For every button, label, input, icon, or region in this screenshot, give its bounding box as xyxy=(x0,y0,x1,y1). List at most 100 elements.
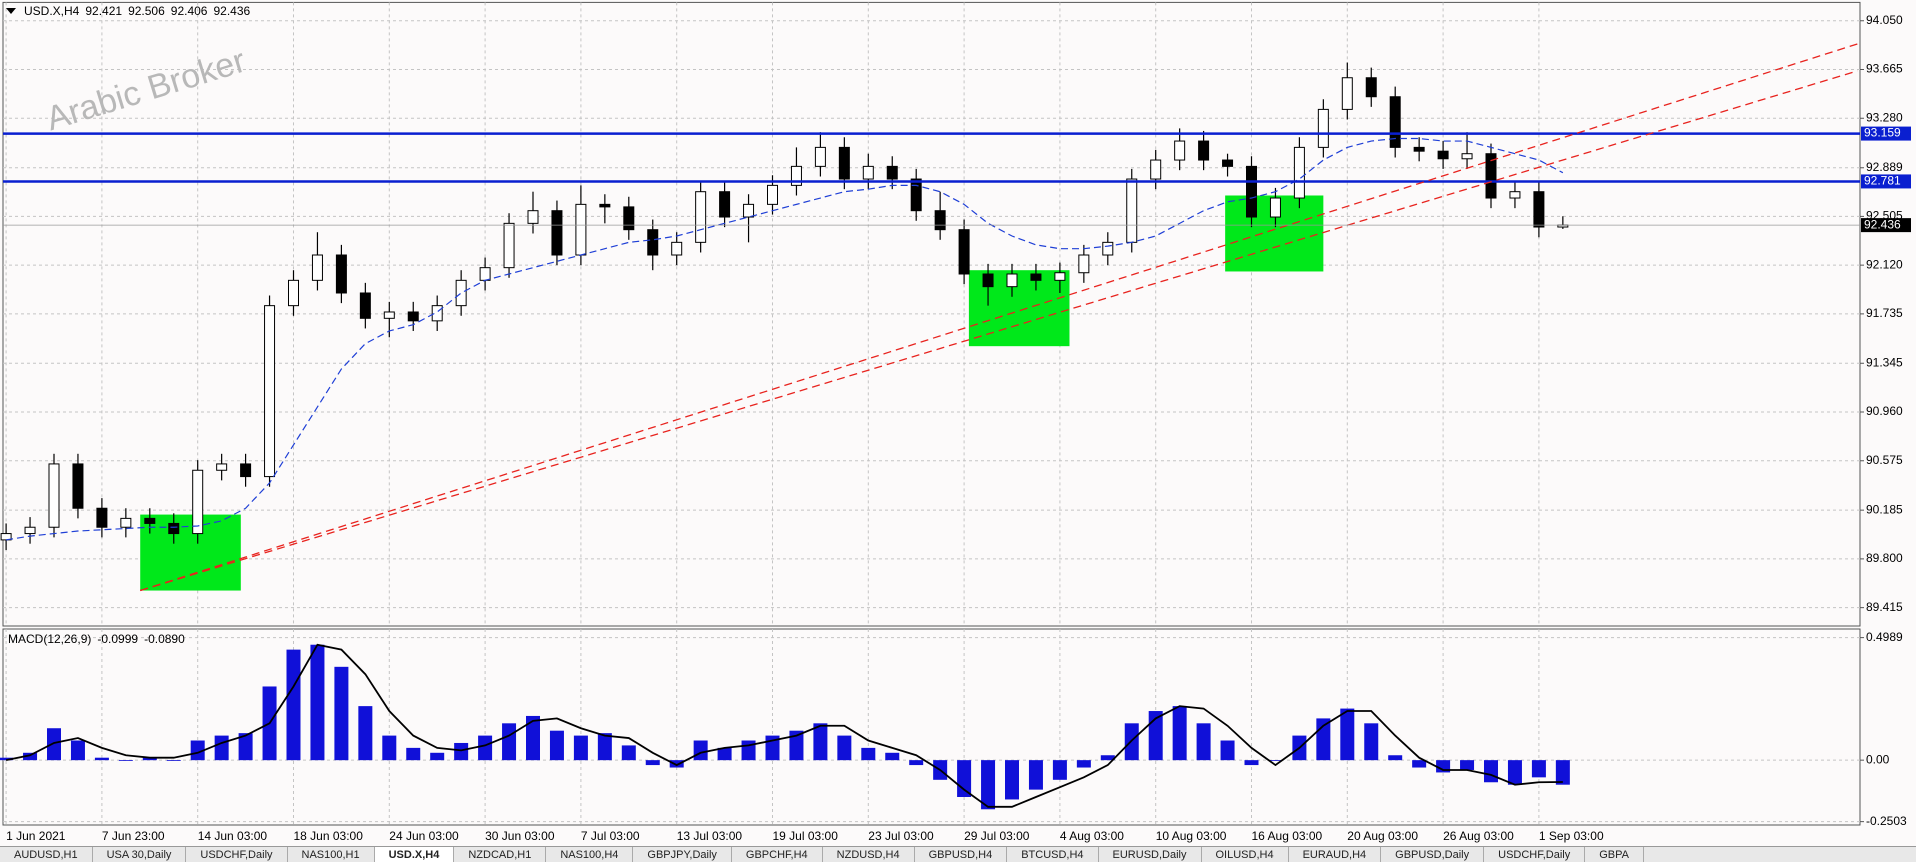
candle-body xyxy=(479,267,491,281)
candle-body xyxy=(982,273,994,288)
candle-body xyxy=(934,210,946,231)
candle-body xyxy=(1413,146,1425,152)
level-label: 93.159 xyxy=(1864,126,1901,140)
candle-body xyxy=(575,203,587,256)
tab[interactable]: GBPCHF,H4 xyxy=(732,847,823,862)
macd-bar xyxy=(861,747,876,761)
candle-body xyxy=(1222,159,1234,167)
x-tick-label: 14 Jun 03:00 xyxy=(198,829,268,843)
tab[interactable]: USDCHF,Daily xyxy=(1484,847,1586,862)
macd-bar xyxy=(669,760,684,768)
candle-body xyxy=(503,222,515,269)
y-tick-label: 0.4989 xyxy=(1866,630,1903,644)
macd-bar xyxy=(70,740,85,761)
tab[interactable]: EURUSD,Daily xyxy=(1099,847,1202,862)
macd-bar xyxy=(1196,723,1211,761)
macd-bar xyxy=(837,735,852,761)
tab[interactable]: BTCUSD,H4 xyxy=(1007,847,1099,862)
y-tick-label: 93.665 xyxy=(1866,62,1903,76)
macd-bar xyxy=(1220,740,1235,761)
macd-bar xyxy=(885,752,900,761)
price-header: USD.X,H4 92.421 92.506 92.406 92.436 xyxy=(6,4,250,18)
macd-bar xyxy=(1100,755,1115,761)
tab[interactable]: NZDUSD,H4 xyxy=(823,847,915,862)
candle-body xyxy=(958,229,970,275)
price-label-box xyxy=(1861,218,1911,233)
x-tick-label: 30 Jun 03:00 xyxy=(485,829,555,843)
macd-bar xyxy=(1268,760,1283,761)
candle-body xyxy=(1174,140,1186,161)
macd-bar xyxy=(645,760,660,766)
tab[interactable]: USD.X,H4 xyxy=(374,847,455,862)
macd-bar xyxy=(23,752,38,761)
candle-body xyxy=(192,469,204,535)
y-tick-label: 90.960 xyxy=(1866,404,1903,418)
signal-value: -0.0890 xyxy=(144,632,185,646)
tab[interactable]: NAS100,H1 xyxy=(288,847,375,862)
macd-bar xyxy=(1148,711,1163,761)
macd-title: MACD(12,26,9) xyxy=(8,632,92,646)
macd-bar xyxy=(1364,723,1379,761)
menu-arrow[interactable] xyxy=(6,8,16,14)
x-tick-label: 16 Aug 03:00 xyxy=(1252,829,1323,843)
candle-body xyxy=(719,191,731,218)
macd-bar xyxy=(1484,760,1498,783)
tab[interactable]: GBPA xyxy=(1585,847,1645,862)
tab[interactable]: USA 30,Daily xyxy=(93,847,187,862)
candle-body xyxy=(1461,153,1473,160)
zone xyxy=(140,514,241,591)
macd-bar xyxy=(502,723,517,761)
macd-bar xyxy=(1316,718,1331,761)
candle-body xyxy=(1533,191,1545,228)
candle-body xyxy=(551,210,563,256)
x-tick-label: 29 Jul 03:00 xyxy=(964,829,1030,843)
y-tick-label: -0.2503 xyxy=(1866,814,1907,828)
candle-body xyxy=(168,522,180,535)
tab[interactable]: GBPUSD,H4 xyxy=(915,847,1008,862)
candle-body xyxy=(1078,254,1090,274)
x-tick-label: 13 Jul 03:00 xyxy=(677,829,743,843)
y-tick-label: 90.575 xyxy=(1866,453,1903,467)
tab[interactable]: GBPUSD,Daily xyxy=(1381,847,1485,862)
tab[interactable]: USDCHF,Daily xyxy=(186,847,288,862)
candle-body xyxy=(623,206,635,231)
candle-body xyxy=(1509,191,1521,199)
candle-body xyxy=(886,165,898,180)
candle-body xyxy=(455,279,467,307)
last-low: 92.406 xyxy=(170,4,208,18)
candle-body xyxy=(120,517,132,528)
tab[interactable]: OILUSD,H4 xyxy=(1202,847,1289,862)
macd-bar xyxy=(1460,760,1475,770)
macd-bar xyxy=(957,760,972,797)
macd-bar xyxy=(909,760,924,766)
x-tick-label: 10 Aug 03:00 xyxy=(1156,829,1227,843)
macd-bar xyxy=(1412,760,1427,768)
tab[interactable]: EURAUD,H4 xyxy=(1289,847,1382,862)
candle-body xyxy=(264,305,276,478)
candle-body xyxy=(790,165,802,186)
candle-body xyxy=(335,254,347,294)
y-tick-label: 92.889 xyxy=(1866,160,1903,174)
candle-body xyxy=(671,241,683,256)
candle-body xyxy=(1269,197,1281,218)
candle-body xyxy=(359,292,371,319)
candle-body xyxy=(1485,153,1497,199)
macd-bar xyxy=(406,747,421,761)
tab[interactable]: GBPJPY,Daily xyxy=(633,847,732,862)
y-tick-label: 92.120 xyxy=(1866,257,1903,271)
macd-bar xyxy=(621,745,636,761)
x-tick-label: 19 Jul 03:00 xyxy=(773,829,839,843)
x-tick-label: 26 Aug 03:00 xyxy=(1443,829,1514,843)
macd-bar xyxy=(286,649,301,761)
x-tick-label: 20 Aug 03:00 xyxy=(1347,829,1418,843)
tab[interactable]: AUDUSD,H1 xyxy=(0,847,93,862)
tab[interactable]: NAS100,H4 xyxy=(546,847,634,862)
macd-bar xyxy=(741,740,756,761)
macd-bar xyxy=(454,742,469,761)
tab[interactable]: NZDCAD,H1 xyxy=(454,847,547,862)
macd-bar xyxy=(1340,708,1355,761)
x-tick-label: 1 Jun 2021 xyxy=(6,829,66,843)
candle-body xyxy=(311,254,323,281)
